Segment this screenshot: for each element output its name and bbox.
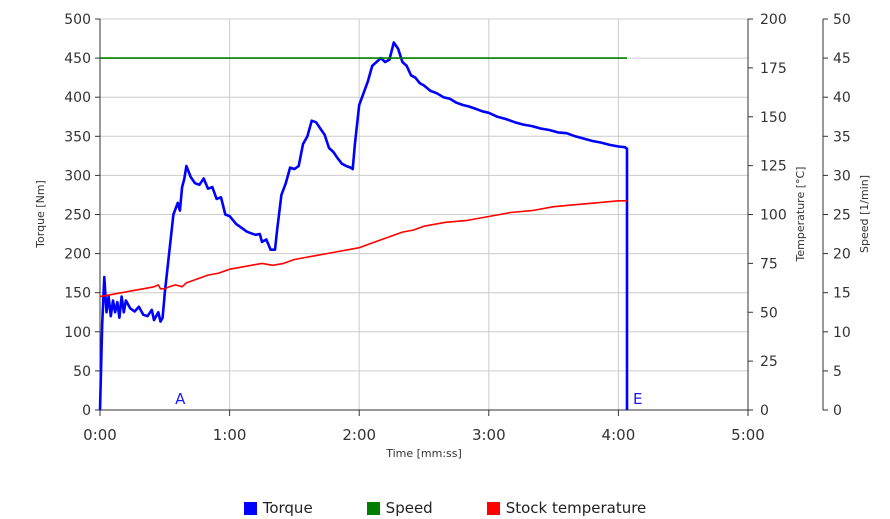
series-layer xyxy=(98,41,629,411)
speed-tick-label: 40 xyxy=(833,90,851,106)
speed-tick-label: 15 xyxy=(833,286,851,302)
speed-tick-label: 35 xyxy=(833,129,851,145)
temperature-tick-label: 100 xyxy=(760,208,787,224)
torque-axis-title: Torque [Nm] xyxy=(34,180,47,249)
torque-tick-label: 0 xyxy=(82,403,91,419)
series-line-torque xyxy=(98,41,629,411)
legend-item-torque[interactable]: Torque xyxy=(243,499,313,517)
legend-item-stock-temperature[interactable]: Stock temperature xyxy=(486,499,647,517)
speed-tick-label: 10 xyxy=(833,325,851,341)
speed-tick-label: 45 xyxy=(833,51,851,67)
temperature-tick-label: 150 xyxy=(760,110,787,126)
legend-label-stock-temperature: Stock temperature xyxy=(505,499,647,517)
torque-tick-label: 450 xyxy=(64,51,91,67)
temperature-axis-title: Temperature [°C] xyxy=(794,167,807,263)
temperature-tick-label: 25 xyxy=(760,354,778,370)
torque-tick-label: 250 xyxy=(64,208,91,224)
series-line-stock-temperature xyxy=(99,200,627,298)
temperature-tick-label: 200 xyxy=(760,12,787,28)
x-tick-label: 3:00 xyxy=(472,426,506,444)
legend-swatch-torque xyxy=(243,501,257,515)
x-tick-label: 5:00 xyxy=(731,426,765,444)
torque-tick-label: 50 xyxy=(73,364,91,380)
torque-tick-label: 400 xyxy=(64,90,91,106)
speed-tick-label: 50 xyxy=(833,12,851,28)
torque-tick-label: 500 xyxy=(64,12,91,28)
torque-tick-label: 300 xyxy=(64,168,91,184)
grid xyxy=(99,18,749,411)
event-marker-label: E xyxy=(633,390,642,408)
x-tick-label: 0:00 xyxy=(83,426,117,444)
torque-tick-label: 100 xyxy=(64,325,91,341)
torque-tick-label: 350 xyxy=(64,129,91,145)
speed-tick-label: 25 xyxy=(833,208,851,224)
event-marker-label: A xyxy=(175,390,186,408)
legend: Torque Speed Stock temperature xyxy=(0,497,890,519)
legend-item-speed[interactable]: Speed xyxy=(366,499,433,517)
speed-tick-label: 30 xyxy=(833,168,851,184)
speed-axis-title: Speed [1/min] xyxy=(858,175,871,253)
torque-tick-label: 150 xyxy=(64,286,91,302)
x-tick-label: 1:00 xyxy=(213,426,247,444)
x-axis-title: Time [mm:ss] xyxy=(385,447,462,460)
x-tick-label: 4:00 xyxy=(602,426,636,444)
temperature-tick-label: 175 xyxy=(760,61,787,77)
legend-label-torque: Torque xyxy=(262,499,313,517)
temperature-tick-label: 125 xyxy=(760,159,787,175)
temperature-tick-label: 0 xyxy=(760,403,769,419)
x-tick-label: 2:00 xyxy=(342,426,376,444)
legend-label-speed: Speed xyxy=(385,499,433,517)
speed-tick-label: 20 xyxy=(833,247,851,263)
temperature-tick-label: 75 xyxy=(760,256,778,272)
legend-swatch-speed xyxy=(366,501,380,515)
speed-tick-label: 0 xyxy=(833,403,842,419)
torque-tick-label: 200 xyxy=(64,247,91,263)
speed-tick-label: 5 xyxy=(833,364,842,380)
temperature-tick-label: 50 xyxy=(760,305,778,321)
legend-swatch-stock-temperature xyxy=(486,501,500,515)
